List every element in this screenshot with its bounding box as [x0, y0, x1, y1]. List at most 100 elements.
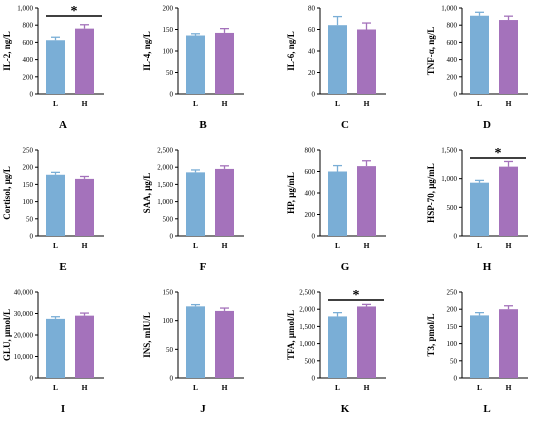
y-tick-label: 150 — [447, 323, 458, 331]
bar-h — [499, 309, 518, 378]
y-tick-label: 0 — [312, 91, 316, 99]
y-tick-label: 0 — [30, 233, 34, 241]
y-tick-label: 50 — [26, 215, 34, 223]
y-axis-label: TFA, μmol/L — [286, 310, 296, 360]
x-tick-label: H — [506, 241, 512, 250]
panel-letter: K — [341, 403, 350, 415]
bar-l — [186, 172, 205, 236]
y-tick-label: 500 — [163, 215, 174, 223]
y-tick-label: 1,000 — [17, 5, 33, 13]
panel-letter: A — [59, 119, 67, 131]
y-tick-label: 800 — [447, 22, 458, 30]
y-tick-label: 40 — [308, 48, 316, 56]
y-tick-label: 100 — [447, 340, 458, 348]
panel-letter: F — [200, 261, 207, 273]
y-tick-label: 0 — [170, 233, 174, 241]
bar-l — [328, 316, 347, 378]
y-tick-label: 600 — [447, 39, 458, 47]
x-tick-label: L — [193, 241, 198, 250]
y-tick-label: 600 — [305, 168, 316, 176]
bar-l — [186, 35, 205, 94]
bar-l — [328, 25, 347, 95]
y-tick-label: 40,000 — [14, 289, 34, 297]
y-tick-label: 2,500 — [157, 147, 173, 155]
y-tick-label: 20 — [308, 69, 316, 77]
x-tick-label: L — [335, 383, 340, 392]
y-axis-label: T3, pmol/L — [426, 313, 436, 356]
panel-letter: D — [483, 119, 491, 131]
y-tick-label: 500 — [447, 204, 458, 212]
y-tick-label: 2,500 — [299, 289, 315, 297]
x-tick-label: L — [193, 99, 198, 108]
y-tick-label: 800 — [23, 22, 34, 30]
y-tick-label: 150 — [163, 289, 174, 297]
x-tick-label: H — [222, 383, 228, 392]
y-tick-label: 1,000 — [157, 198, 173, 206]
significance-star: * — [71, 4, 78, 19]
y-tick-label: 50 — [166, 346, 174, 354]
panel-letter: L — [483, 403, 490, 415]
bar-l — [46, 318, 65, 378]
y-tick-label: 1,000 — [299, 340, 315, 348]
y-axis-label: TNF-α, ng/L — [426, 27, 436, 76]
bar-l — [470, 315, 489, 378]
x-tick-label: L — [477, 241, 482, 250]
panel-letter: B — [199, 119, 207, 131]
panel-c: 0 20 40 60 80 IL-6, ng/L L H C — [286, 5, 386, 131]
y-tick-label: 400 — [305, 190, 316, 198]
x-tick-label: H — [364, 241, 370, 250]
bar-h — [215, 32, 234, 94]
panel-k: 0 500 1,000 1,500 2,000 2,500 TFA, μmol/L L H * K — [286, 288, 386, 415]
significance-star: * — [495, 146, 502, 161]
x-tick-label: L — [193, 383, 198, 392]
panel-letter: J — [200, 403, 206, 415]
x-tick-label: H — [364, 99, 370, 108]
y-tick-label: 0 — [30, 91, 34, 99]
y-axis-label: Cortisol, μg/L — [2, 166, 12, 220]
y-tick-label: 800 — [305, 147, 316, 155]
y-tick-label: 50 — [166, 69, 174, 77]
y-tick-label: 100 — [163, 317, 174, 325]
panel-l: 0 50 100 150 200 250 T3, pmol/L L H L — [426, 289, 528, 415]
y-tick-label: 200 — [447, 73, 458, 81]
panel-j: 0 50 100 150 INS, mIU/L L H J — [142, 289, 244, 415]
significance-star: * — [353, 288, 360, 303]
bar-l — [186, 306, 205, 378]
y-axis-label: HP, μg/mL — [286, 172, 296, 214]
x-tick-label: H — [82, 99, 88, 108]
y-tick-label: 2,000 — [157, 164, 173, 172]
bar-h — [357, 29, 376, 94]
y-tick-label: 200 — [305, 211, 316, 219]
y-tick-label: 1,500 — [441, 147, 457, 155]
y-tick-label: 150 — [163, 26, 174, 34]
bar-l — [46, 174, 65, 236]
panel-letter: H — [483, 261, 492, 273]
bar-h — [75, 315, 94, 378]
bar-h — [215, 168, 234, 236]
y-tick-label: 0 — [170, 375, 174, 383]
bar-l — [470, 182, 489, 236]
x-tick-label: H — [364, 383, 370, 392]
y-tick-label: 20,000 — [14, 332, 34, 340]
x-tick-label: H — [506, 383, 512, 392]
y-tick-label: 0 — [454, 91, 458, 99]
y-tick-label: 100 — [163, 48, 174, 56]
panel-d: 0 200 400 600 800 1,000 TNF-α, ng/L L H D — [426, 5, 528, 131]
panel-letter: G — [341, 261, 350, 273]
y-tick-label: 250 — [447, 289, 458, 297]
y-tick-label: 100 — [23, 198, 34, 206]
bar-h — [499, 20, 518, 94]
y-tick-label: 200 — [163, 5, 174, 13]
y-tick-label: 1,500 — [157, 181, 173, 189]
y-axis-label: HSP-70, μg/mL — [426, 163, 436, 223]
panel-g: 0 200 400 600 800 HP, μg/mL L H G — [286, 147, 386, 273]
bar-h — [499, 166, 518, 236]
y-axis-label: SAA, μg/L — [142, 173, 152, 214]
y-axis-label: INS, mIU/L — [142, 312, 152, 358]
panel-b: 0 50 100 150 200 IL-4, ng/L L H B — [142, 5, 244, 131]
y-tick-label: 1,000 — [441, 5, 457, 13]
y-tick-label: 500 — [305, 357, 316, 365]
panel-letter: E — [59, 261, 66, 273]
y-tick-label: 50 — [450, 357, 458, 365]
